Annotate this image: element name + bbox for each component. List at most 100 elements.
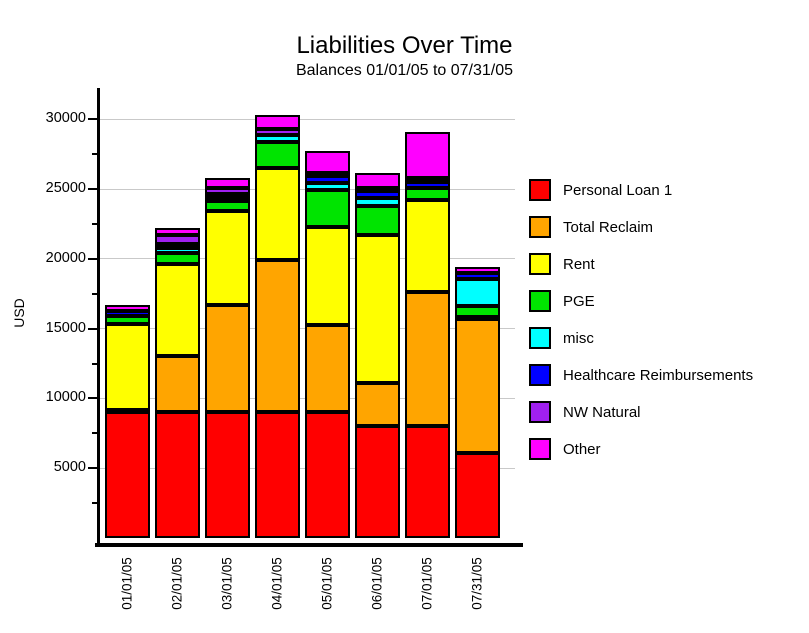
x-tick-label: 07/01/05: [419, 557, 435, 610]
x-tick-label: 06/01/05: [369, 557, 385, 610]
y-axis-major-tick: [88, 118, 97, 121]
bar-segment-nw-natural: [254, 128, 300, 136]
bar-segment-other: [154, 227, 200, 236]
legend-row: Other: [529, 438, 753, 460]
bar-segment-personal-loan-1: [454, 452, 500, 538]
legend-row: misc: [529, 327, 753, 349]
chart-title: Liabilities Over Time: [296, 32, 513, 59]
bar-segment-total-reclaim: [204, 304, 250, 413]
y-axis-line: [97, 88, 100, 547]
y-tick-label: 20000: [45, 249, 86, 266]
bar-segment-healthcare-reimbursements: [404, 182, 450, 189]
legend-label: Total Reclaim: [563, 218, 654, 236]
bar-segment-rent: [154, 263, 200, 356]
y-tick-label: 30000: [45, 110, 86, 127]
legend-swatch-icon: [529, 216, 551, 238]
legend-swatch-icon: [529, 364, 551, 386]
bar-segment-rent: [254, 168, 300, 261]
bar-segment-personal-loan-1: [304, 412, 350, 538]
y-axis-minor-tick: [92, 222, 97, 225]
x-tick-label: 05/01/05: [319, 557, 335, 610]
bar-segment-healthcare-reimbursements: [304, 176, 350, 184]
bar-segment-other: [204, 177, 250, 188]
bar-segment-total-reclaim: [104, 409, 150, 414]
legend-row: Total Reclaim: [529, 216, 753, 238]
legend-swatch-icon: [529, 290, 551, 312]
y-tick-label: 5000: [53, 459, 86, 476]
bar-segment-pge: [154, 252, 200, 264]
bar-segment-personal-loan-1: [104, 412, 150, 538]
bar-segment-total-reclaim: [454, 318, 500, 453]
x-tick-label: 02/01/05: [169, 557, 185, 610]
legend: Personal Loan 1 Total Reclaim Rent PGE misc H…: [529, 179, 753, 475]
bar-segment-nw-natural: [354, 188, 400, 193]
legend-row: NW Natural: [529, 401, 753, 423]
legend-swatch-icon: [529, 253, 551, 275]
legend-swatch-icon: [529, 401, 551, 423]
y-axis-minor-tick: [92, 502, 97, 505]
bar-segment-healthcare-reimbursements: [354, 191, 400, 199]
bar-segment-personal-loan-1: [254, 412, 300, 538]
bar-segment-total-reclaim: [304, 325, 350, 413]
bar-segment-misc: [354, 198, 400, 206]
legend-label: Rent: [563, 255, 595, 273]
legend-row: PGE: [529, 290, 753, 312]
bar-segment-personal-loan-1: [204, 412, 250, 538]
legend-row: Personal Loan 1: [529, 179, 753, 201]
bar-segment-misc: [204, 197, 250, 202]
bar-segment-other: [304, 150, 350, 173]
bar-segment-personal-loan-1: [404, 426, 450, 538]
gridline: [100, 118, 515, 120]
bar-segment-pge: [204, 200, 250, 212]
legend-row: Rent: [529, 253, 753, 275]
bar-segment-misc: [254, 135, 300, 142]
bar-segment-misc: [304, 183, 350, 191]
x-tick-label: 01/01/05: [119, 557, 135, 610]
bar-segment-misc: [454, 279, 500, 306]
bar-segment-pge: [304, 190, 350, 228]
y-axis-major-tick: [88, 188, 97, 190]
y-tick-label: 25000: [45, 180, 86, 196]
y-axis-major-tick: [88, 397, 97, 400]
legend-label: Personal Loan 1: [563, 181, 673, 199]
bar-segment-pge: [354, 205, 400, 236]
bar-segment-pge: [104, 316, 150, 324]
bar-segment-total-reclaim: [404, 292, 450, 427]
x-tick-label: 07/31/05: [469, 557, 485, 610]
bar-segment-other: [104, 305, 150, 311]
y-axis-minor-tick: [92, 292, 97, 295]
bar-segment-rent: [404, 200, 450, 293]
chart-subtitle: Balances 01/01/05 to 07/31/05: [295, 62, 514, 79]
y-tick-label: 10000: [45, 389, 86, 406]
legend-row: Healthcare Reimbursements: [529, 364, 753, 386]
x-tick-label: 03/01/05: [219, 557, 235, 610]
bar-segment-total-reclaim: [254, 260, 300, 413]
y-axis-minor-tick: [92, 432, 97, 435]
bar-segment-nw-natural: [404, 177, 450, 183]
y-axis-label: USD: [11, 298, 27, 328]
legend-swatch-icon: [529, 327, 551, 349]
legend-label: PGE: [563, 292, 595, 310]
bar-segment-nw-natural: [204, 187, 250, 194]
bar-segment-other: [254, 115, 300, 129]
bar-segment-healthcare-reimbursements: [204, 193, 250, 199]
y-axis-major-tick: [88, 257, 97, 260]
bar-segment-personal-loan-1: [354, 426, 400, 538]
y-axis-major-tick: [88, 327, 97, 330]
bar-segment-rent: [204, 211, 250, 305]
y-axis-major-tick: [88, 467, 97, 470]
y-axis-minor-tick: [92, 362, 97, 365]
bar-segment-rent: [354, 235, 400, 384]
legend-label: Healthcare Reimbursements: [563, 366, 754, 384]
bar-segment-rent: [454, 315, 500, 320]
bar-segment-other: [454, 267, 500, 273]
x-tick-label: 04/01/05: [269, 557, 285, 610]
bar-segment-pge: [254, 141, 300, 169]
bar-segment-rent: [304, 227, 350, 326]
bar-segment-personal-loan-1: [154, 412, 200, 538]
bar-segment-healthcare-reimbursements: [154, 243, 200, 249]
legend-label: Other: [563, 440, 601, 458]
legend-swatch-icon: [529, 438, 551, 460]
bar-segment-pge: [454, 305, 500, 317]
